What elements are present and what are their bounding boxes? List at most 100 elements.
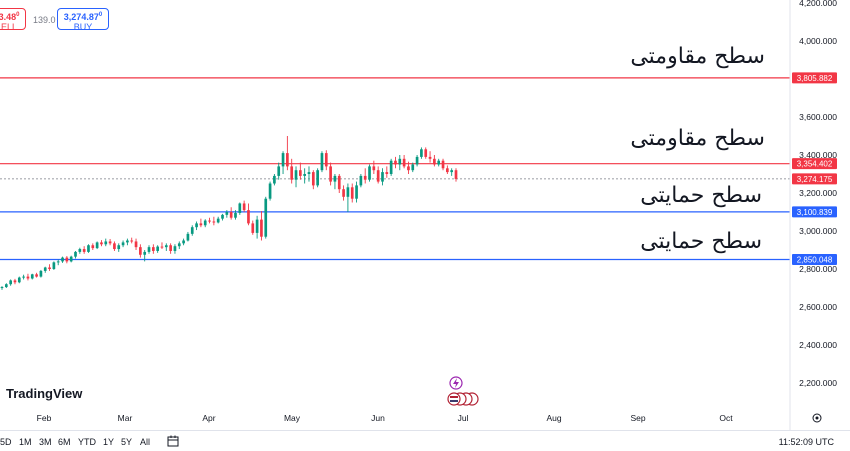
- candle-body: [91, 245, 95, 249]
- candle-body: [147, 247, 151, 252]
- candle-body: [134, 241, 138, 248]
- candle-body: [65, 257, 69, 262]
- candle-body: [169, 245, 172, 251]
- price-axis: 2,200.000 2,400.000 2,600.000 2,800.000 3,00…: [799, 0, 837, 388]
- candle-body: [385, 172, 389, 174]
- candle-body: [372, 166, 376, 171]
- x-tick-label: Apr: [202, 413, 215, 423]
- candle-body: [273, 175, 276, 184]
- candle-body: [433, 158, 436, 165]
- candle-body: [316, 170, 319, 186]
- range-3m[interactable]: 3M: [39, 437, 52, 447]
- candle-body: [164, 245, 168, 248]
- candle-body: [69, 256, 73, 262]
- y-tick-label: 3,200.000: [799, 188, 837, 198]
- candle-body: [446, 168, 449, 173]
- candle-body: [350, 187, 354, 199]
- y-tick-label: 3,600.000: [799, 112, 837, 122]
- calendar-icon[interactable]: [167, 435, 179, 447]
- candle-body: [182, 240, 185, 244]
- candle-body: [221, 214, 224, 219]
- gear-icon[interactable]: [812, 413, 822, 423]
- y-tick-label: 4,200.000: [799, 0, 837, 8]
- tradingview-logo[interactable]: TradingView: [6, 386, 83, 401]
- candle-body: [368, 166, 371, 180]
- sell-label: ELL: [0, 22, 17, 32]
- buy-button[interactable]: 3,274.870 BUY: [57, 8, 109, 32]
- support-2-tag: [792, 253, 837, 265]
- x-tick-label: Oct: [719, 413, 733, 423]
- range-all[interactable]: All: [140, 437, 151, 447]
- x-tick-label: Jul: [458, 413, 469, 423]
- level-price-tags: 3,805.882 3,354.402 3,274.175 3,100.839 2,85…: [792, 72, 837, 265]
- candle-body: [255, 219, 259, 233]
- y-tick-label: 2,800.000: [799, 264, 837, 274]
- candle-body: [108, 241, 112, 244]
- y-tick-label: 4,000.000: [799, 36, 837, 46]
- candle-body: [398, 158, 402, 165]
- y-tick-label: 2,400.000: [799, 340, 837, 350]
- range-1y[interactable]: 1Y: [103, 437, 115, 447]
- candle-body: [151, 247, 155, 251]
- candle-body: [216, 218, 220, 223]
- candle-body: [454, 170, 458, 179]
- support-1-tag-label: 3,100.839: [797, 208, 833, 217]
- candle-body: [30, 274, 34, 279]
- x-tick-label: Feb: [37, 413, 52, 423]
- candle-body: [329, 166, 332, 182]
- sell-button[interactable]: 3.480 ELL: [0, 8, 26, 32]
- candle-body: [303, 174, 307, 176]
- candle-body: [242, 203, 246, 211]
- candle-body: [229, 212, 233, 218]
- range-1m[interactable]: 1M: [19, 437, 32, 447]
- candle-body: [156, 246, 159, 251]
- flags-icon[interactable]: [447, 392, 479, 406]
- price-chart[interactable]: 2,200.000 2,400.000 2,600.000 2,800.000 3,00…: [0, 0, 850, 430]
- candle-body: [74, 251, 77, 257]
- candle-body: [177, 243, 181, 247]
- candle-body: [87, 245, 90, 252]
- range-6m[interactable]: 6M: [58, 437, 71, 447]
- range-5d[interactable]: 5D: [0, 437, 12, 447]
- candle-body: [212, 221, 216, 223]
- candle-body: [450, 170, 454, 173]
- candle-body: [420, 149, 423, 157]
- range-5y[interactable]: 5Y: [121, 437, 133, 447]
- resistance-2-tag-label: 3,805.882: [797, 74, 833, 83]
- candle-body: [294, 170, 298, 180]
- candle-body: [281, 153, 285, 167]
- candle-body: [346, 187, 350, 197]
- candle-body: [337, 175, 341, 190]
- support-1-tag: [792, 206, 837, 218]
- candle-body: [311, 172, 315, 186]
- range-ytd[interactable]: YTD: [78, 437, 96, 447]
- candle-body: [35, 274, 38, 277]
- candle-body: [113, 243, 116, 250]
- candle-body: [402, 158, 406, 167]
- y-tick-label: 2,600.000: [799, 302, 837, 312]
- clock: 11:52:09 UTC: [778, 437, 834, 447]
- candle-body: [95, 242, 99, 249]
- resistance-1-tag-label: 3,354.402: [797, 160, 833, 169]
- candle-body: [139, 247, 142, 255]
- candle-body: [286, 153, 289, 167]
- candle-body: [238, 203, 242, 213]
- candle-body: [17, 277, 21, 283]
- candle-body: [415, 156, 419, 165]
- current-price-tag-label: 3,274.175: [797, 175, 833, 184]
- candle-body: [100, 242, 103, 245]
- candle-body: [394, 160, 397, 165]
- candle-body: [424, 149, 428, 157]
- resistance-1-tag: [792, 158, 837, 170]
- buy-label: BUY: [73, 22, 93, 32]
- candle-body: [173, 246, 177, 251]
- candle-body: [320, 153, 324, 171]
- current-price-tag: [792, 173, 837, 185]
- events-icon[interactable]: [449, 376, 463, 390]
- candle-body: [39, 270, 43, 277]
- candle-body: [260, 219, 263, 237]
- candle-body: [428, 156, 432, 159]
- top-toolbar: 3.480 ELL 139.0 3,274.870 BUY: [0, 0, 790, 32]
- candle-body: [4, 284, 8, 288]
- candle-body: [117, 245, 121, 250]
